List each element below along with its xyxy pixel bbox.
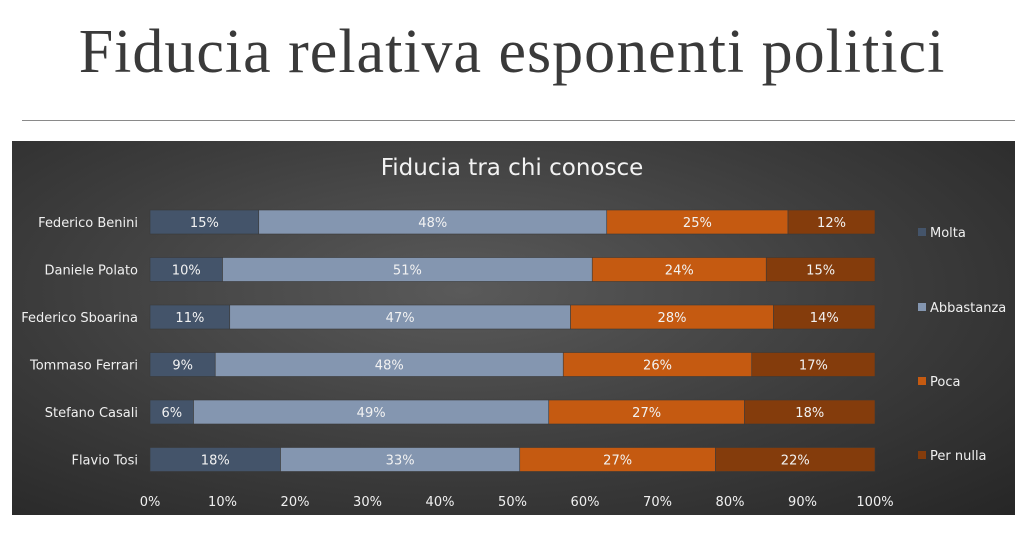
- bar-segment: [222, 257, 593, 282]
- bar-segment: [149, 447, 281, 472]
- data-label: 27%: [603, 454, 632, 469]
- bar-segment: [519, 447, 716, 472]
- bar-segment: [548, 399, 745, 425]
- legend-swatch: [918, 303, 926, 311]
- bar-segment: [193, 399, 550, 425]
- bar-segment: [149, 257, 223, 282]
- chart-title: Fiducia tra chi conosce: [381, 155, 644, 181]
- bar-segment: [214, 352, 564, 377]
- title-divider: [22, 120, 1015, 121]
- bar-segment: [765, 257, 876, 282]
- data-label: 27%: [632, 406, 661, 421]
- bar-segment: [773, 304, 876, 330]
- data-label: 9%: [172, 359, 193, 374]
- legend-swatch: [918, 228, 926, 236]
- stacked-bar-chart: Fiducia tra chi conosce 15% 48% 25% 12% 10% 5…: [21, 155, 1006, 510]
- data-label: 28%: [658, 311, 687, 326]
- data-label: 49%: [357, 406, 386, 421]
- bar-segment: [751, 352, 876, 377]
- data-label: 14%: [810, 311, 839, 326]
- legend-label: Molta: [930, 226, 966, 241]
- x-tick-label: 30%: [353, 495, 382, 510]
- data-label: 26%: [643, 359, 672, 374]
- category-label: Federico Benini: [38, 216, 138, 231]
- bar-segment: [606, 209, 789, 235]
- data-label: 6%: [161, 406, 182, 421]
- category-label: Tommaso Ferrari: [29, 359, 138, 374]
- x-tick-label: 50%: [498, 495, 527, 510]
- data-label: 25%: [683, 216, 712, 231]
- x-tick-label: 70%: [643, 495, 672, 510]
- data-label: 15%: [806, 264, 835, 279]
- category-label: Federico Sboarina: [21, 311, 138, 326]
- x-tick-label: 60%: [571, 495, 600, 510]
- bar-segment: [149, 209, 260, 235]
- category-label: Stefano Casali: [45, 406, 138, 421]
- data-label: 17%: [799, 359, 828, 374]
- legend-label: Abbastanza: [930, 301, 1006, 316]
- bar-segment: [280, 447, 521, 472]
- x-tick-label: 100%: [856, 495, 893, 510]
- data-label: 10%: [172, 264, 201, 279]
- category-labels-group: Federico Benini Daniele Polato Federico Sb…: [21, 216, 138, 469]
- bar-segment: [591, 257, 767, 282]
- bar-segment: [149, 352, 216, 377]
- data-label: 48%: [375, 359, 404, 374]
- x-tick-label: 40%: [426, 495, 455, 510]
- data-label: 18%: [201, 454, 230, 469]
- chart-panel: Fiducia tra chi conosce 15% 48% 25% 12% 10% 5…: [12, 141, 1015, 515]
- data-label: 11%: [175, 311, 204, 326]
- data-label: 18%: [795, 406, 824, 421]
- category-label: Flavio Tosi: [71, 454, 138, 469]
- bar-segment: [787, 209, 876, 235]
- bar-segment: [715, 447, 876, 472]
- x-tick-label: 80%: [716, 495, 745, 510]
- x-tick-label: 90%: [788, 495, 817, 510]
- category-label: Daniele Polato: [44, 264, 138, 279]
- legend-label: Per nulla: [930, 449, 987, 464]
- x-tick-label: 20%: [281, 495, 310, 510]
- data-label: 48%: [418, 216, 447, 231]
- legend-swatch: [918, 377, 926, 385]
- data-label: 51%: [393, 264, 422, 279]
- bars-group: [149, 209, 876, 472]
- legend: Molta Abbastanza Poca Per nulla: [918, 226, 1006, 464]
- data-label: 15%: [190, 216, 219, 231]
- x-axis-ticks-group: 0% 10% 20% 30% 40% 50% 60% 70% 80% 90% 100%: [140, 495, 894, 510]
- bar-segment: [149, 304, 231, 330]
- data-label: 24%: [665, 264, 694, 279]
- bar-segment: [149, 399, 194, 425]
- bar-segment: [229, 304, 571, 330]
- data-label: 12%: [817, 216, 846, 231]
- data-label: 47%: [386, 311, 415, 326]
- bar-segment: [258, 209, 608, 235]
- x-tick-label: 0%: [140, 495, 161, 510]
- data-labels-group: 15% 48% 25% 12% 10% 51% 24% 15% 11% 47% 28% 14% 9% 48…: [161, 216, 846, 469]
- data-label: 33%: [386, 454, 415, 469]
- slide-title: Fiducia relativa esponenti politici: [78, 18, 946, 86]
- bar-segment: [744, 399, 876, 425]
- legend-label: Poca: [930, 375, 960, 390]
- legend-swatch: [918, 451, 926, 459]
- data-label: 22%: [781, 454, 810, 469]
- x-tick-label: 10%: [208, 495, 237, 510]
